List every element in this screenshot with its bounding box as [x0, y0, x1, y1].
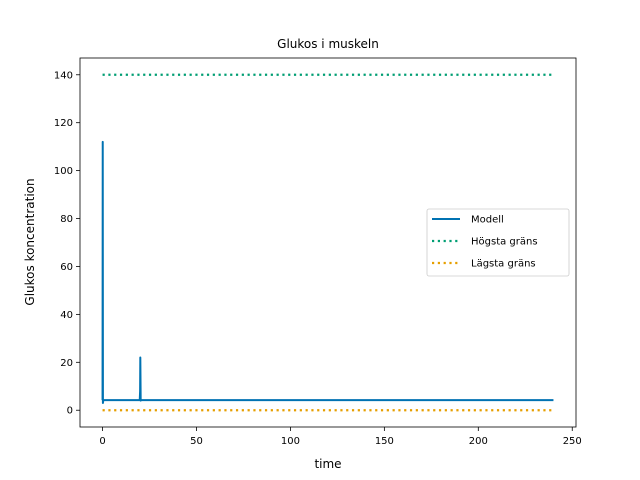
- legend: Modell Högsta gräns Lägsta gräns: [426, 208, 570, 277]
- y-tick-label: 20: [60, 358, 73, 369]
- legend-label-h-gsta-gr-ns: Högsta gräns: [471, 237, 538, 248]
- legend-label-modell: Modell: [471, 215, 504, 226]
- x-tick-label: 200: [469, 436, 488, 447]
- y-axis: 0 20 40 60 80 100 120 140: [54, 70, 80, 417]
- y-tick-label: 100: [54, 166, 73, 177]
- chart-title: Glukos i muskeln: [277, 37, 379, 51]
- plot-area: [101, 73, 554, 412]
- y-axis-label: Glukos koncentration: [23, 178, 37, 305]
- legend-label-l-gsta-gr-ns: Lägsta gräns: [471, 259, 536, 270]
- x-axis-label: time: [314, 457, 341, 471]
- y-tick-label: 60: [60, 262, 73, 273]
- y-tick-label: 40: [60, 310, 73, 321]
- axes-frame: [79, 57, 577, 428]
- x-tick-label: 150: [375, 436, 394, 447]
- x-tick-label: 50: [190, 436, 203, 447]
- x-tick-label: 100: [281, 436, 300, 447]
- y-tick-label: 140: [54, 70, 73, 81]
- x-tick-label: 0: [99, 436, 105, 447]
- legend-box: [426, 208, 570, 277]
- y-tick-label: 120: [54, 118, 73, 129]
- series-line-modell: [101, 140, 554, 405]
- x-axis: 0 50 100 150 200 250: [99, 427, 582, 447]
- x-tick-label: 250: [563, 436, 582, 447]
- y-tick-label: 80: [60, 214, 73, 225]
- y-tick-label: 0: [67, 406, 73, 417]
